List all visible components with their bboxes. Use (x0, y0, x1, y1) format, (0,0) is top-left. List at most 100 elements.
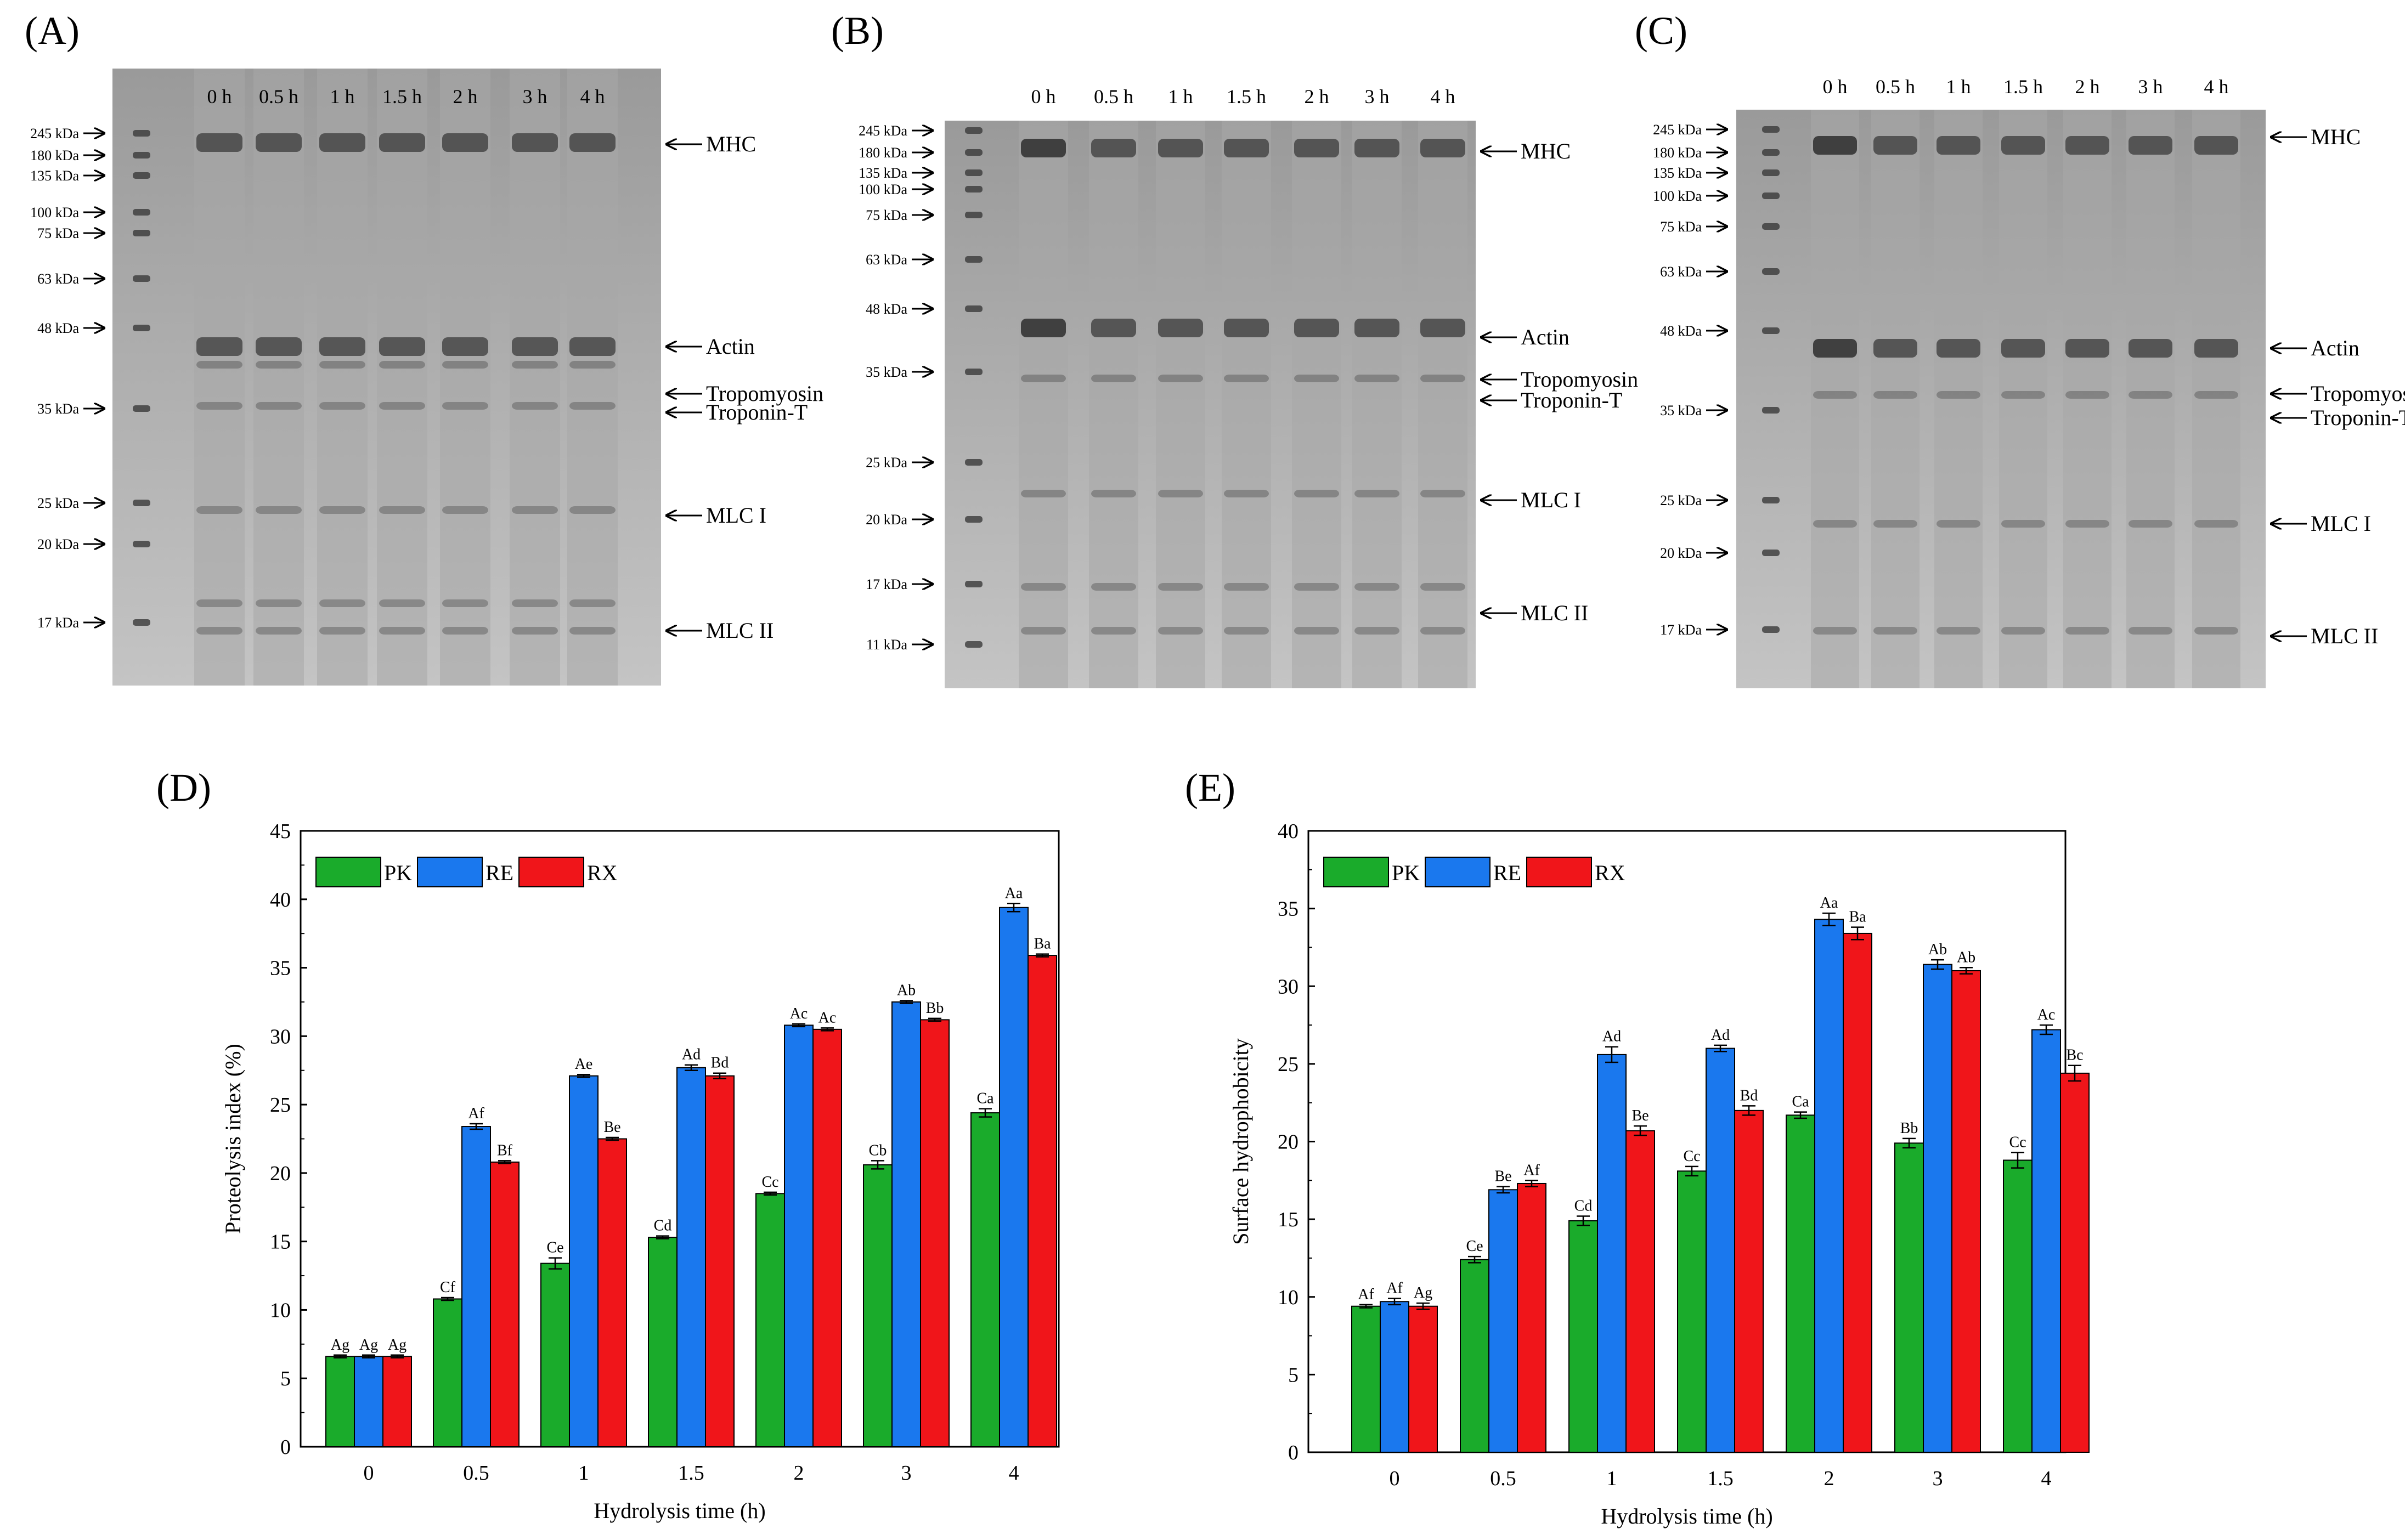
gel-band (2065, 136, 2109, 155)
gel-band (2065, 391, 2109, 399)
gel-band (1021, 375, 1066, 382)
protein-label: MLC II (706, 618, 774, 643)
gel-band (196, 133, 242, 152)
ladder-band (965, 186, 983, 192)
ladder-band (1762, 268, 1780, 275)
lane-label: 2 h (2075, 76, 2100, 98)
marker-label: 25 kDa (1660, 492, 1702, 508)
panel-label-a: (A) (25, 9, 80, 53)
gel-band (512, 599, 558, 607)
protein-label: Troponin-T (1521, 388, 1622, 412)
bar-re (784, 1024, 814, 1447)
gel-band (2129, 136, 2172, 155)
bar-pk (540, 1262, 570, 1447)
x-tick-label: 1.5 (1707, 1467, 1734, 1490)
bar-re (354, 1356, 383, 1447)
marker-label: 100 kDa (30, 205, 79, 220)
gel-lane (317, 69, 368, 686)
gel-band (256, 402, 302, 410)
ladder-band (133, 230, 150, 236)
gel-band (512, 402, 558, 410)
gel-band (1420, 319, 1465, 337)
bar-rx (1517, 1182, 1546, 1453)
bar-pk (755, 1193, 785, 1448)
gel-band (1158, 375, 1203, 382)
gel-band (442, 337, 488, 356)
bar-label: Ad (682, 1046, 701, 1063)
marker-label: 100 kDa (1653, 188, 1702, 204)
x-tick-label: 3 (901, 1462, 912, 1485)
gel-band (319, 599, 365, 607)
bar-pk (1677, 1170, 1707, 1453)
marker-label: 17 kDa (1660, 622, 1702, 638)
gel-lane (1019, 121, 1068, 688)
legend-label: PK (384, 860, 412, 885)
bar-pk (1786, 1114, 1815, 1453)
gel-band (1224, 139, 1269, 157)
bar-label: Ac (818, 1009, 837, 1026)
ladder-band (133, 130, 150, 137)
ladder-band (965, 581, 983, 587)
marker-label: 63 kDa (1660, 264, 1702, 280)
gel-lane (1999, 110, 2047, 688)
y-tick-label: 25 (270, 1094, 291, 1117)
marker-label: 35 kDa (37, 401, 79, 417)
gel-band (2129, 520, 2172, 528)
gel-band (1158, 319, 1203, 337)
legend-label: PK (1392, 860, 1420, 885)
gel-band (1224, 375, 1269, 382)
marker-label: 48 kDa (37, 320, 79, 336)
lane-label: 0 h (207, 86, 232, 107)
gel-band (1354, 583, 1399, 591)
bar-label: Aa (1005, 885, 1023, 902)
bar-re (676, 1067, 706, 1447)
gel-band (1294, 583, 1339, 591)
gel-band (1813, 391, 1857, 399)
gel-lane (1352, 121, 1402, 688)
bar-label: Cb (869, 1142, 887, 1159)
gel-band (319, 133, 365, 152)
gel-band (1294, 139, 1339, 157)
marker-label: 35 kDa (866, 364, 907, 380)
y-tick-label: 5 (1288, 1363, 1299, 1386)
gel-band (1091, 627, 1136, 635)
gel-band (1873, 627, 1917, 635)
marker-label: 48 kDa (866, 301, 907, 317)
gel-band (2129, 339, 2172, 358)
gel-band (1420, 139, 1465, 157)
bar-label: Ce (546, 1239, 563, 1256)
gel-band (1937, 627, 1980, 635)
gel-band (379, 337, 425, 356)
gel-band (1091, 319, 1136, 337)
bar-label: Cc (761, 1174, 778, 1191)
legend-label: RX (1595, 860, 1625, 885)
y-tick-label: 20 (1278, 1131, 1299, 1154)
lane-label: 3 h (2138, 76, 2163, 98)
protein-label: MLC I (2311, 511, 2371, 536)
gel-band (442, 506, 488, 514)
x-tick-label: 0.5 (463, 1462, 489, 1485)
bar-label: Ad (1602, 1028, 1621, 1045)
gel-band (1158, 627, 1203, 635)
ladder-band (1762, 407, 1780, 414)
lane-label: 4 h (1431, 86, 1455, 107)
gel-band (1158, 139, 1203, 157)
gel-band (569, 337, 616, 356)
bar-rx (1625, 1130, 1655, 1453)
gel-band (256, 361, 302, 369)
gel-band (512, 627, 558, 635)
ladder-band (133, 500, 150, 506)
gel-band (256, 599, 302, 607)
bar-label: Cc (2009, 1134, 2026, 1151)
bar-label: Aa (1820, 894, 1838, 911)
gel-band (1224, 490, 1269, 497)
gel-band (1813, 520, 1857, 528)
lane-label: 1 h (1946, 76, 1971, 98)
x-tick-label: 0.5 (1490, 1467, 1516, 1490)
bar-label: Cc (1683, 1148, 1700, 1165)
ladder-band (133, 619, 150, 626)
chart-d: 0 5 10 15 20 25 30 35 40 45 0 Ag Ag Ag 0.5 Cf Af Bf 1 Ce Ae B… (221, 820, 1060, 1523)
gel-band (1158, 583, 1203, 591)
gel-band (1873, 136, 1917, 155)
